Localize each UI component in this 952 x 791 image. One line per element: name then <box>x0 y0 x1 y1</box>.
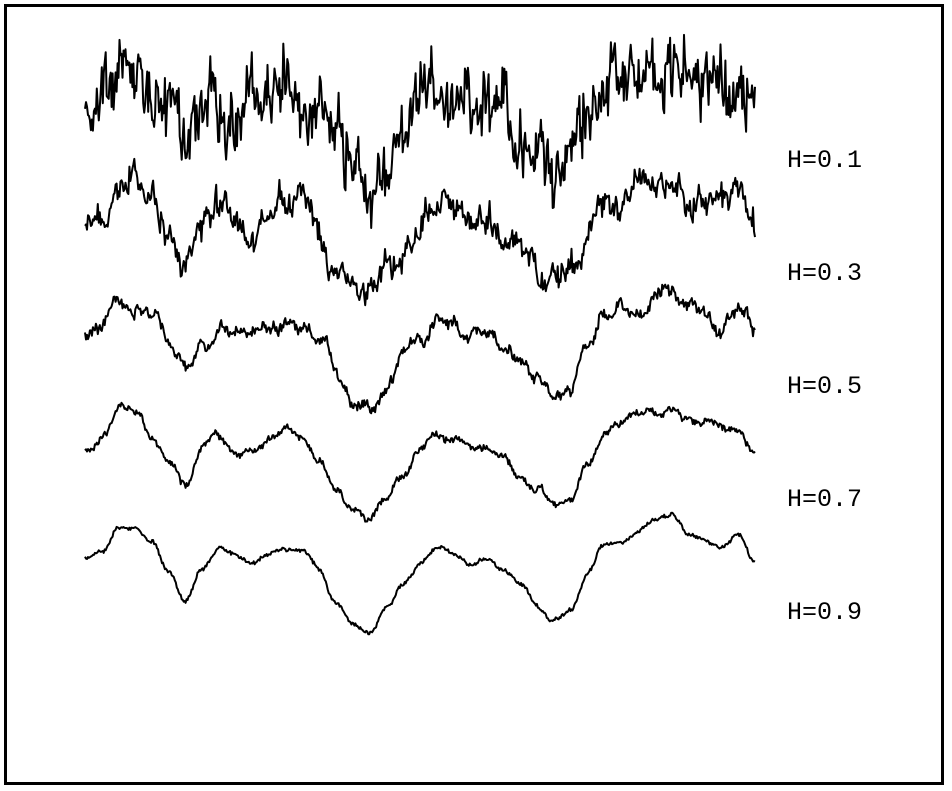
trace-h09 <box>84 511 756 636</box>
trace-label-h07: H=0.7 <box>787 485 862 514</box>
trace-label-h01: H=0.1 <box>787 146 862 175</box>
trace-h03 <box>84 157 756 307</box>
trace-h01 <box>84 33 756 229</box>
trace-label-h09: H=0.9 <box>787 598 862 627</box>
trace-label-h03: H=0.3 <box>787 259 862 288</box>
fractal-traces-chart: H=0.1 H=0.3 H=0.5 H=0.7 H=0.9 <box>84 33 862 636</box>
figure-frame: H=0.1 H=0.3 H=0.5 H=0.7 H=0.9 <box>4 4 944 785</box>
trace-h07 <box>84 401 756 523</box>
trace-label-h05: H=0.5 <box>787 372 862 401</box>
trace-h05 <box>84 283 756 415</box>
